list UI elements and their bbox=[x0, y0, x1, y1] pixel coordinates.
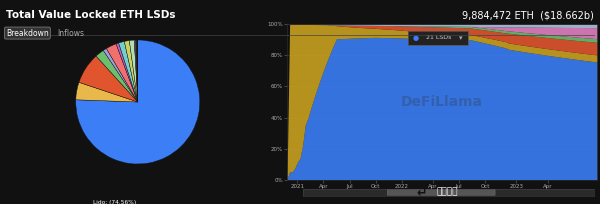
Text: ▾: ▾ bbox=[459, 35, 463, 41]
Text: 9,884,472 ETH  ($18.662b): 9,884,472 ETH ($18.662b) bbox=[462, 10, 594, 20]
FancyBboxPatch shape bbox=[388, 189, 495, 195]
Text: Total Value Locked ETH LSDs: Total Value Locked ETH LSDs bbox=[6, 10, 176, 20]
Text: ●: ● bbox=[413, 35, 419, 41]
Wedge shape bbox=[116, 43, 138, 102]
Wedge shape bbox=[106, 44, 138, 102]
Wedge shape bbox=[96, 50, 138, 102]
Wedge shape bbox=[137, 40, 138, 102]
Text: ↵: ↵ bbox=[416, 187, 427, 200]
Wedge shape bbox=[79, 56, 138, 102]
Wedge shape bbox=[137, 40, 138, 102]
Text: Lido: (74.56%): Lido: (74.56%) bbox=[93, 200, 136, 204]
Wedge shape bbox=[134, 40, 138, 102]
Text: Breakdown: Breakdown bbox=[6, 29, 49, 38]
Wedge shape bbox=[137, 40, 138, 102]
Wedge shape bbox=[119, 41, 138, 102]
Wedge shape bbox=[130, 40, 138, 102]
Wedge shape bbox=[136, 40, 138, 102]
Wedge shape bbox=[124, 41, 138, 102]
Text: 21 LSDs: 21 LSDs bbox=[426, 35, 451, 40]
Wedge shape bbox=[136, 40, 138, 102]
Wedge shape bbox=[76, 40, 200, 164]
Text: 金色财经: 金色财经 bbox=[437, 187, 458, 196]
Text: Inflows: Inflows bbox=[57, 29, 84, 38]
Text: DeFiLlama: DeFiLlama bbox=[401, 95, 483, 109]
Wedge shape bbox=[76, 82, 138, 102]
Wedge shape bbox=[103, 49, 138, 102]
